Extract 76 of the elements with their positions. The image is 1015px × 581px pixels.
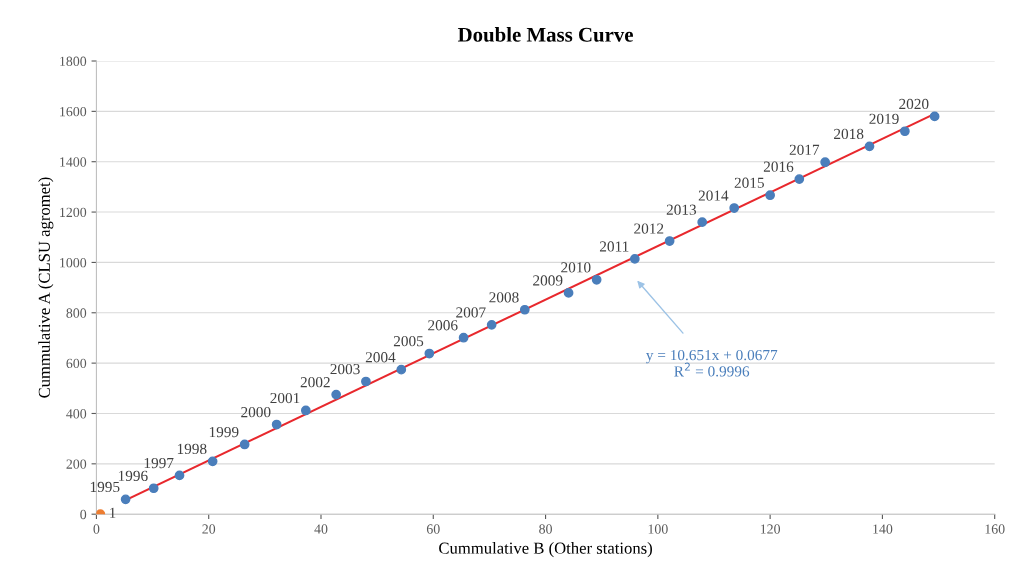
point bbox=[765, 190, 775, 201]
point bbox=[271, 419, 282, 430]
point bbox=[396, 364, 407, 375]
x-tick-label: 80 bbox=[539, 524, 552, 534]
annotation: 2008 bbox=[489, 292, 519, 303]
x-tick-label: 0 bbox=[93, 524, 100, 534]
annotation: 1995 bbox=[90, 481, 120, 493]
point bbox=[424, 348, 435, 359]
annotation: 2007 bbox=[456, 307, 486, 318]
point bbox=[148, 483, 159, 494]
annotation: 2009 bbox=[533, 275, 563, 286]
point bbox=[300, 405, 311, 416]
annotation: 1 bbox=[110, 507, 116, 518]
point bbox=[697, 217, 708, 227]
annotation: 2018 bbox=[834, 128, 864, 140]
y-axis-title: Cummulative A (CLSU agromet) bbox=[38, 177, 54, 398]
point bbox=[486, 319, 497, 330]
y-tick-label: 1400 bbox=[60, 157, 87, 167]
annotation: 2002 bbox=[300, 377, 330, 388]
y-tick-label: 400 bbox=[66, 409, 87, 419]
chart-title: Double Mass Curve bbox=[457, 27, 633, 42]
point bbox=[458, 332, 469, 343]
y-tick-label: 1800 bbox=[60, 56, 87, 66]
annotation: 2014 bbox=[698, 190, 729, 201]
x-tick-label: 100 bbox=[648, 524, 668, 534]
annotation: 2020 bbox=[899, 98, 929, 110]
annotation: 2012 bbox=[634, 223, 664, 234]
x-tick-label: 20 bbox=[202, 524, 216, 534]
point bbox=[629, 254, 640, 264]
point bbox=[519, 304, 530, 315]
x-tick-label: 60 bbox=[426, 524, 440, 534]
point bbox=[174, 470, 185, 481]
annotation: 2017 bbox=[789, 144, 820, 155]
point bbox=[929, 111, 940, 122]
point bbox=[864, 141, 875, 152]
point bbox=[591, 274, 602, 285]
point bbox=[794, 174, 805, 184]
y-tick-label: 1600 bbox=[60, 106, 87, 117]
annotation: y = 10.651x + 0.0677 R$^{2}$ = 0.9996 bbox=[646, 349, 778, 377]
annotation: 2010 bbox=[561, 262, 591, 273]
y-tick-label: 800 bbox=[66, 308, 87, 318]
y-tick-label: 600 bbox=[66, 358, 87, 369]
point bbox=[664, 236, 675, 246]
annotation: 2004 bbox=[365, 352, 396, 363]
annotation: 2019 bbox=[869, 113, 899, 124]
x-axis-title: Cummulative B (Other stations) bbox=[439, 542, 652, 558]
point bbox=[361, 376, 371, 387]
annotation: 2011 bbox=[599, 241, 629, 252]
point bbox=[331, 389, 342, 400]
point bbox=[207, 456, 218, 467]
y-tick-label: 1200 bbox=[60, 207, 87, 218]
point bbox=[563, 288, 574, 298]
x-tick-label: 160 bbox=[985, 524, 1005, 534]
annotation: 2016 bbox=[763, 161, 794, 172]
annotation: 2000 bbox=[241, 406, 271, 418]
annotation: 1998 bbox=[177, 443, 207, 455]
x-tick-label: 40 bbox=[314, 524, 328, 534]
point bbox=[239, 439, 250, 450]
annotation: 2003 bbox=[330, 363, 360, 375]
point bbox=[820, 157, 831, 168]
y-tick-label: 1000 bbox=[60, 258, 87, 268]
annotation: 2001 bbox=[270, 392, 300, 404]
annotation: 2015 bbox=[734, 177, 764, 188]
annotation: 1997 bbox=[144, 457, 174, 469]
x-tick-label: 140 bbox=[873, 524, 893, 534]
y-tick-label: 0 bbox=[80, 509, 87, 520]
annotation: 2013 bbox=[666, 204, 697, 215]
annotation: 1996 bbox=[118, 470, 148, 481]
y-tick-label: 200 bbox=[66, 459, 87, 469]
x-tick-label: 120 bbox=[760, 524, 781, 534]
point bbox=[900, 126, 910, 137]
annotation: 2006 bbox=[428, 320, 458, 331]
annotation: 2005 bbox=[393, 335, 424, 347]
point bbox=[729, 203, 740, 213]
point bbox=[120, 494, 131, 505]
annotation: 1999 bbox=[209, 426, 239, 438]
